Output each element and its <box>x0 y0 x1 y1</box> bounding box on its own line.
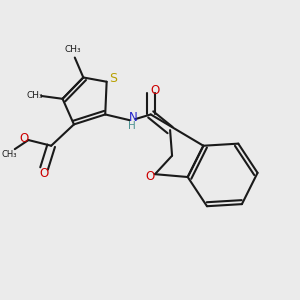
Text: CH₃: CH₃ <box>1 150 17 159</box>
Text: S: S <box>109 72 117 86</box>
Text: O: O <box>151 84 160 97</box>
Text: CH₃: CH₃ <box>27 91 43 100</box>
Text: N: N <box>129 111 137 124</box>
Text: O: O <box>20 132 29 145</box>
Text: O: O <box>39 167 48 180</box>
Text: CH₃: CH₃ <box>64 45 81 54</box>
Text: H: H <box>128 121 136 131</box>
Text: O: O <box>145 170 154 183</box>
